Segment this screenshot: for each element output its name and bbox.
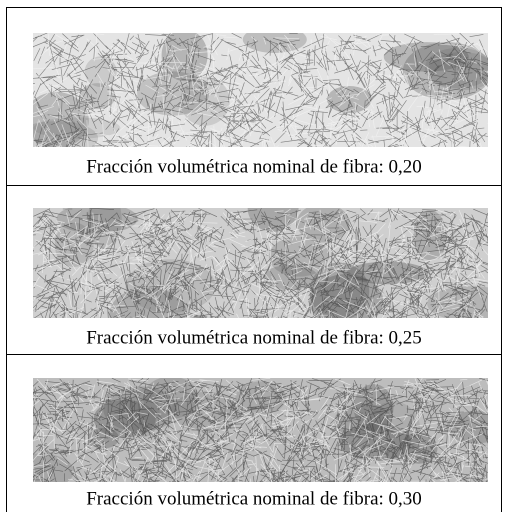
fiber-image xyxy=(14,184,508,340)
page: Fracción volumétrica nominal de fibra: 0… xyxy=(0,0,508,512)
figure: Fracción volumétrica nominal de fibra: 0… xyxy=(0,0,508,512)
caption: Fracción volumétrica nominal de fibra: 0… xyxy=(86,488,422,509)
dark-cluster xyxy=(6,453,74,489)
caption: Fracción volumétrica nominal de fibra: 0… xyxy=(86,156,422,177)
caption: Fracción volumétrica nominal de fibra: 0… xyxy=(86,327,422,348)
fiber-image xyxy=(14,26,502,172)
dark-cluster xyxy=(243,26,307,53)
